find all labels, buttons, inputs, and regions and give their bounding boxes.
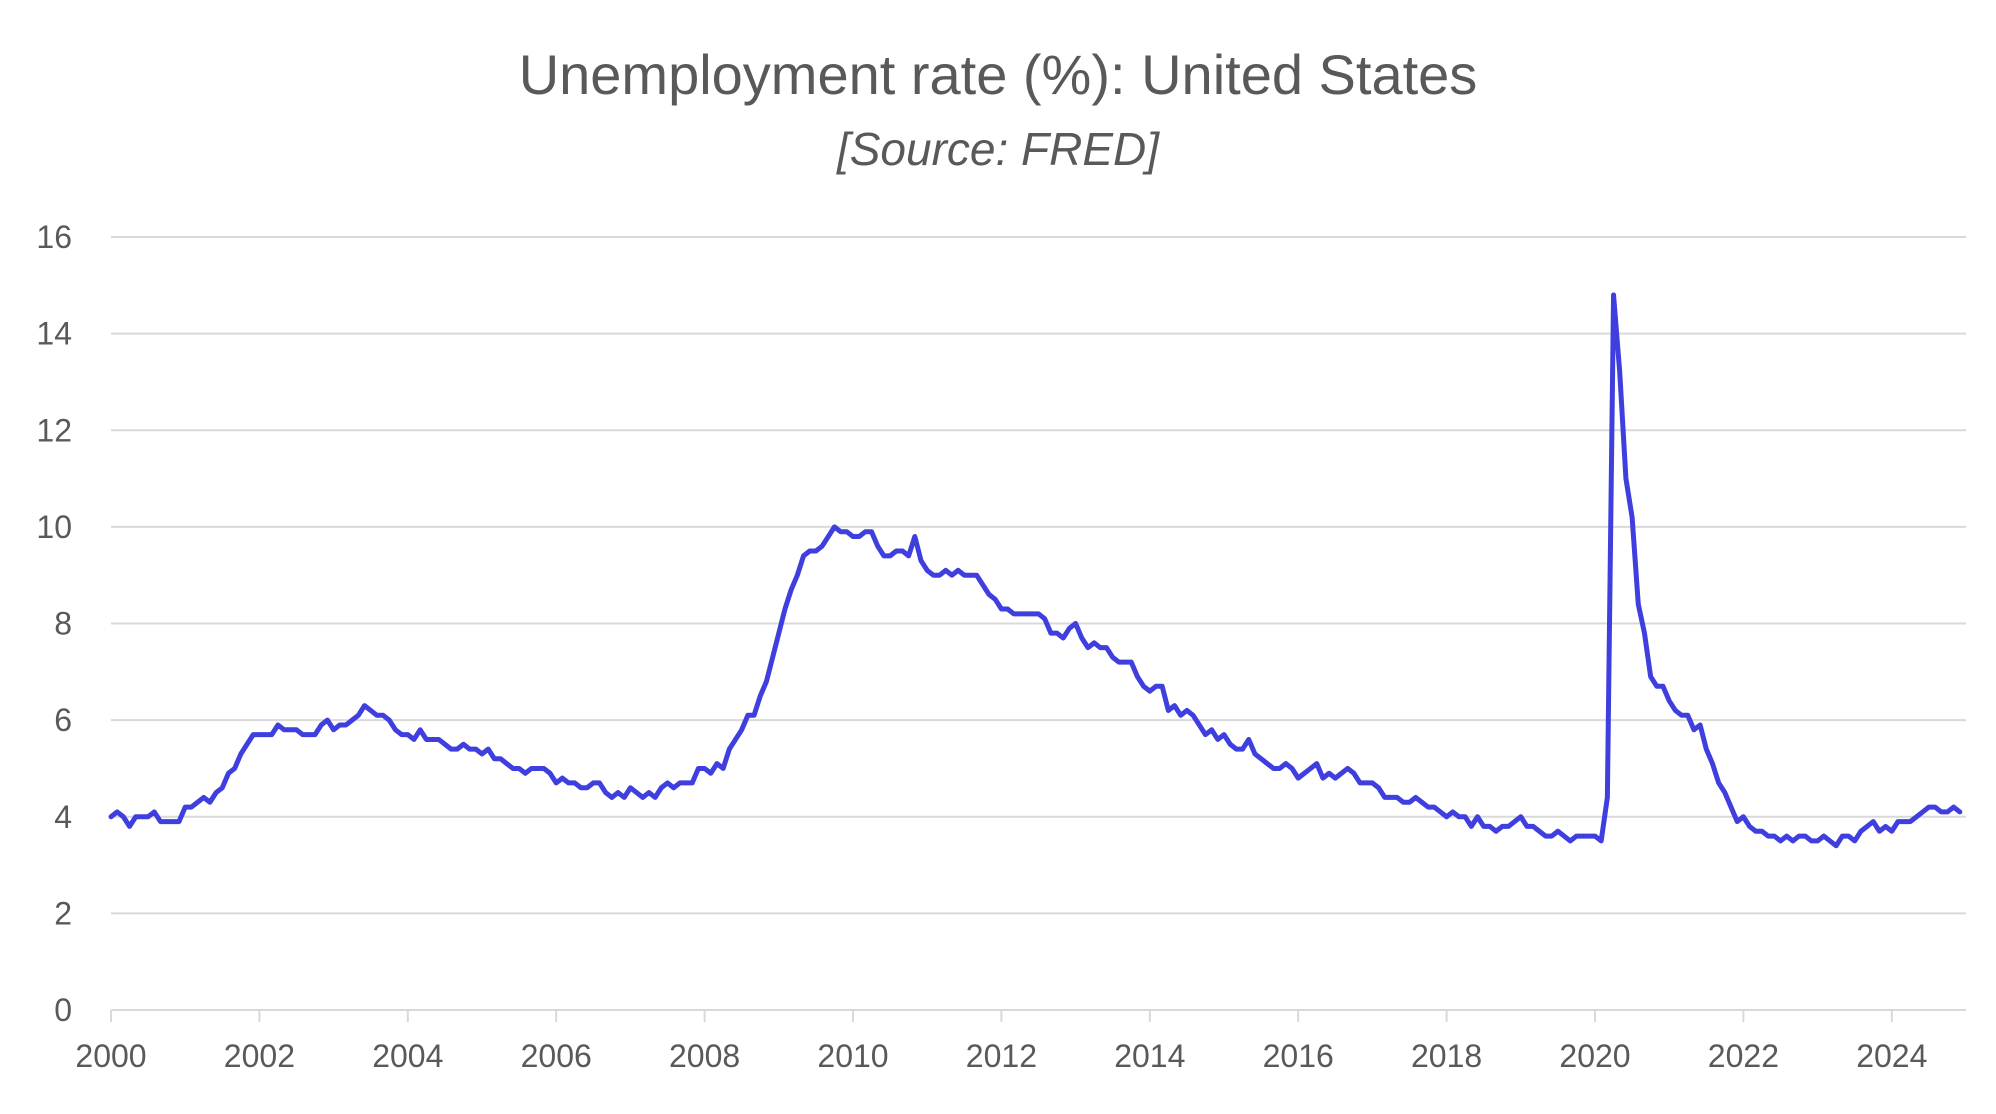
x-tick-label: 2014 [1114,1038,1185,1074]
series-group [108,292,1963,849]
y-tick-label: 6 [54,702,72,738]
x-axis-tick-labels: 2000 2002 2004 2006 2008 2010 2012 2014 2016 2018… [75,1038,1927,1074]
x-axis [110,1009,1966,1022]
chart-subtitle: [Source: FRED] [836,123,1160,175]
gridlines [111,236,1966,915]
y-axis-tick-labels: 0 2 4 6 8 10 12 14 16 [36,219,72,1028]
x-tick-label: 2022 [1708,1038,1779,1074]
x-tick-label: 2024 [1856,1038,1927,1074]
x-tick-label: 2004 [372,1038,443,1074]
x-tick-label: 2006 [521,1038,592,1074]
chart-title: Unemployment rate (%): United States [518,43,1478,106]
y-tick-label: 0 [54,992,72,1028]
x-tick-label: 2016 [1263,1038,1334,1074]
y-tick-label: 16 [36,219,72,255]
y-tick-label: 8 [54,606,72,642]
x-tick-label: 2008 [669,1038,740,1074]
y-tick-label: 10 [36,509,72,545]
y-tick-label: 4 [54,799,72,835]
y-tick-label: 2 [54,895,72,931]
y-tick-label: 12 [36,412,72,448]
x-tick-label: 2020 [1559,1038,1630,1074]
x-tick-label: 2000 [75,1038,146,1074]
x-tick-label: 2018 [1411,1038,1482,1074]
x-tick-label: 2010 [817,1038,888,1074]
y-tick-label: 14 [36,316,72,352]
x-tick-label: 2002 [224,1038,295,1074]
series-line-0 [108,292,1963,849]
x-tick-label: 2012 [966,1038,1037,1074]
